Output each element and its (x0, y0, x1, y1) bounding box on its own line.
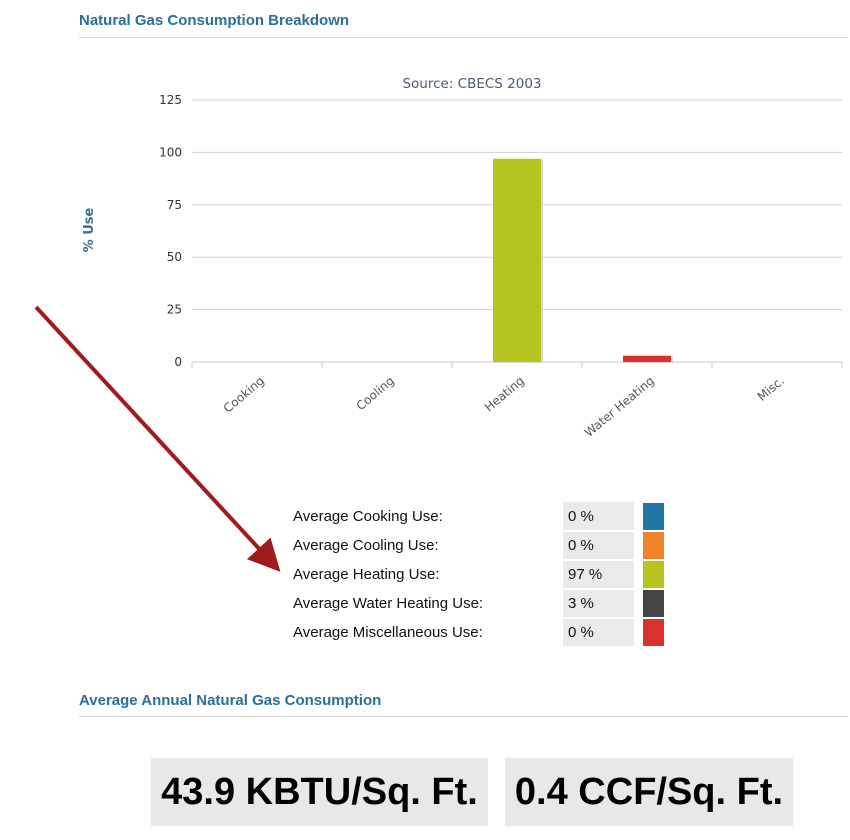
legend-swatch-cell (642, 618, 665, 647)
legend-row: Average Miscellaneous Use: 0 % (288, 618, 665, 648)
legend-row: Average Water Heating Use: 3 % (288, 589, 665, 619)
y-axis-label: % Use (82, 207, 97, 252)
bar-water-heating[interactable] (623, 355, 671, 362)
y-tick-label: 125 (159, 93, 182, 107)
legend-color-swatch (643, 532, 664, 559)
section-divider (79, 716, 848, 717)
chart-title: Source: CBECS 2003 (402, 76, 541, 92)
legend-row: Average Cooling Use: 0 % (288, 531, 665, 561)
x-tick-label: Misc. (755, 374, 787, 404)
legend-color-swatch (643, 503, 664, 530)
legend-value: 0 % (563, 531, 634, 561)
y-tick-label: 75 (167, 198, 182, 212)
x-tick-label: Water Heating (582, 374, 657, 440)
y-tick-label: 0 (174, 355, 182, 369)
legend-color-swatch (643, 590, 664, 617)
legend-label: Average Cooling Use: (293, 537, 439, 554)
bar-chart: Source: CBECS 2003 % Use 0 25 50 75 100 125 C… (82, 76, 843, 440)
legend-table: Average Cooking Use: 0 % Average Cooling U… (288, 502, 665, 648)
kbtu-stat: 43.9 KBTU/Sq. Ft. (151, 758, 488, 826)
legend-swatch-cell (642, 560, 665, 589)
breakdown-section-title: Natural Gas Consumption Breakdown (79, 12, 350, 29)
annual-section-title: Average Annual Natural Gas Consumption (79, 692, 382, 709)
legend-swatch-cell (642, 531, 665, 560)
legend-value: 0 % (563, 502, 634, 532)
legend-row: Average Cooking Use: 0 % (288, 502, 665, 532)
legend-label: Average Heating Use: (293, 566, 440, 583)
legend-row: Average Heating Use: 97 % (288, 560, 665, 590)
x-tick-label: Cooling (353, 374, 396, 414)
x-tick-label: Cooking (221, 374, 267, 416)
y-tick-label: 100 (159, 145, 182, 159)
legend-value: 3 % (563, 589, 634, 619)
legend-label: Average Miscellaneous Use: (293, 624, 483, 641)
section-divider (79, 37, 848, 38)
bar-heating[interactable] (493, 158, 541, 362)
legend-swatch-cell (642, 589, 665, 618)
x-tick-label: Heating (482, 374, 527, 415)
y-tick-label: 50 (167, 250, 182, 264)
legend-swatch-cell (642, 502, 665, 531)
legend-value: 97 % (563, 560, 634, 590)
legend-label: Average Cooking Use: (293, 508, 443, 525)
legend-label: Average Water Heating Use: (293, 595, 484, 612)
legend-value: 0 % (563, 618, 634, 648)
legend-color-swatch (643, 619, 664, 646)
legend-color-swatch (643, 561, 664, 588)
ccf-stat: 0.4 CCF/Sq. Ft. (505, 758, 793, 826)
y-tick-label: 25 (167, 303, 182, 317)
